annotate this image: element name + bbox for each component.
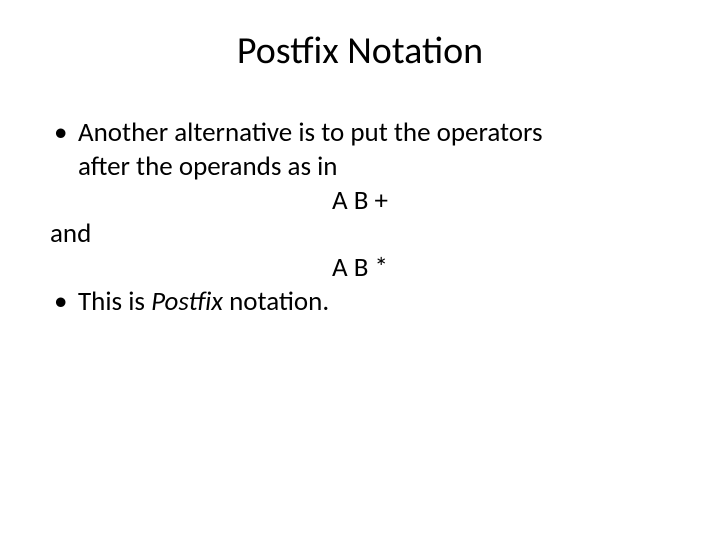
and-line: and xyxy=(50,217,670,251)
expression-2: A B * xyxy=(50,251,670,285)
slide-body: Another alternative is to put the operat… xyxy=(50,116,670,319)
bullet-item-1: Another alternative is to put the operat… xyxy=(50,116,670,184)
bullet2-italic: Postfix xyxy=(151,285,223,318)
bullet2-prefix: This is xyxy=(78,285,151,318)
bullet-list: Another alternative is to put the operat… xyxy=(50,116,670,184)
slide-title: Postfix Notation xyxy=(50,28,670,74)
bullet-item-2: This is Postfix notation. xyxy=(50,285,670,319)
expression-1: A B + xyxy=(50,184,670,218)
slide: Postfix Notation Another alternative is … xyxy=(0,0,720,540)
bullet2-suffix: notation. xyxy=(223,285,329,318)
bullet1-line1: Another alternative is to put the operat… xyxy=(78,116,543,149)
bullet-list-2: This is Postfix notation. xyxy=(50,285,670,319)
bullet1-line2: after the operands as in xyxy=(78,150,338,183)
